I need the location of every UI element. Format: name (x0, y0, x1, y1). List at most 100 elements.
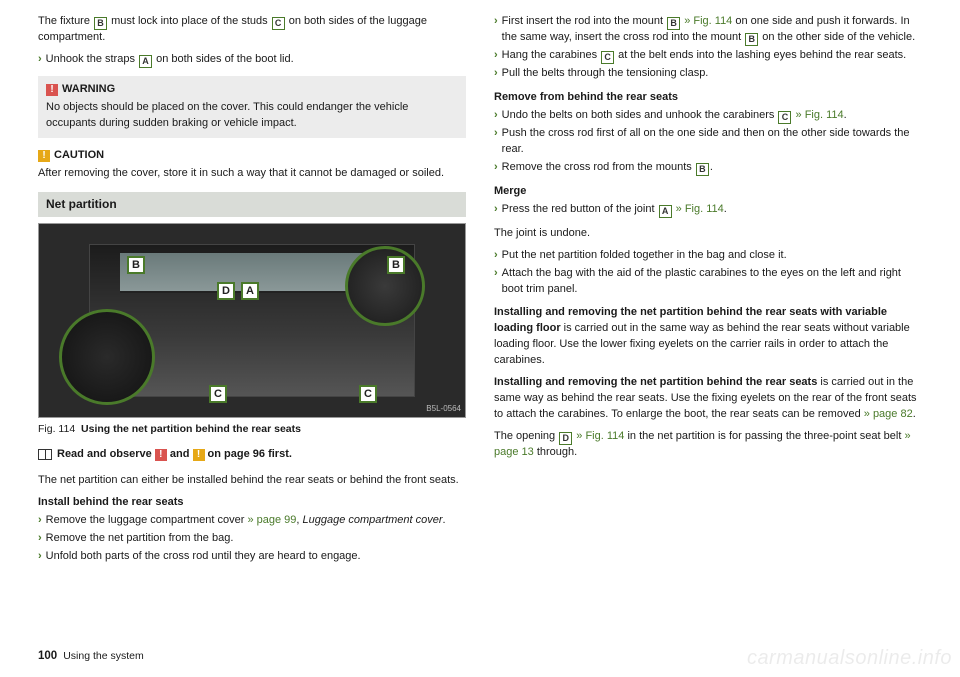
text: Press the red button of the joint (502, 203, 658, 215)
text: on the other side of the vehicle. (759, 31, 915, 43)
caution-icon: ! (193, 449, 205, 461)
caution-label: CAUTION (54, 148, 104, 164)
list-item: › First insert the rod into the mount B … (494, 14, 922, 46)
text: Hang the carabines C at the belt ends in… (502, 48, 907, 64)
chevron-icon: › (38, 549, 42, 565)
text: The opening (494, 430, 558, 442)
fig-detail-circle-right (345, 246, 425, 326)
page-number: 100 (38, 650, 57, 662)
warning-icon: ! (155, 449, 167, 461)
figure-link[interactable]: » Fig. 114 (573, 430, 624, 442)
text: must lock into place of the studs (108, 15, 271, 27)
label-a: A (139, 55, 152, 68)
bold-lead: Installing and removing the net partitio… (494, 376, 817, 388)
text: and (167, 448, 193, 460)
chevron-icon: › (38, 52, 42, 68)
text: Undo the belts on both sides and unhook … (502, 108, 847, 124)
subheading: Merge (494, 184, 922, 200)
figure-link[interactable]: » Fig. 114 (681, 15, 732, 27)
fig-title: Using the net partition behind the rear … (81, 423, 301, 435)
chevron-icon: › (494, 14, 498, 46)
list-item: › Pull the belts through the tensioning … (494, 66, 922, 82)
page-link[interactable]: » page 82 (864, 408, 913, 420)
text: . (844, 109, 847, 121)
label-b: B (696, 163, 709, 176)
text: through. (534, 446, 577, 458)
bullets: › Remove the luggage compartment cover »… (38, 513, 466, 565)
label-b: B (667, 17, 680, 30)
figure-link[interactable]: » Fig. 114 (673, 203, 724, 215)
bullets: › Undo the belts on both sides and unhoo… (494, 108, 922, 176)
text-italic: Luggage compartment cover (303, 514, 443, 526)
subheading: Install behind the rear seats (38, 495, 466, 511)
label-a: A (659, 205, 672, 218)
warning-text: No objects should be placed on the cover… (46, 100, 458, 132)
right-column: › First insert the rod into the mount B … (494, 14, 922, 573)
figure-caption: Fig. 114 Using the net partition behind … (38, 422, 466, 437)
section-header: Net partition (38, 192, 466, 217)
text: Remove the luggage compartment cover » p… (46, 513, 446, 529)
text: The fixture (38, 15, 93, 27)
body-text: The net partition can either be installe… (38, 473, 466, 489)
page-footer: 100 Using the system (38, 648, 144, 665)
watermark: carmanualsonline.info (747, 644, 952, 673)
text: Read and observe (57, 448, 155, 460)
left-column: The fixture B must lock into place of th… (38, 14, 466, 573)
label-d: D (559, 432, 572, 445)
body-text: The joint is undone. (494, 226, 922, 242)
fig-detail-circle-left (59, 309, 155, 405)
bullets: › Press the red button of the joint A » … (494, 202, 922, 218)
text: . (724, 203, 727, 215)
chevron-icon: › (494, 266, 498, 298)
chevron-icon: › (494, 126, 498, 158)
list-item: › Remove the net partition from the bag. (38, 531, 466, 547)
fig-label-a: A (241, 282, 259, 300)
text: Undo the belts on both sides and unhook … (502, 109, 778, 121)
text: Remove the net partition from the bag. (46, 531, 234, 547)
figure-link[interactable]: » Fig. 114 (792, 109, 843, 121)
list-item: › Hang the carabines C at the belt ends … (494, 48, 922, 64)
list-item: › Unhook the straps A on both sides of t… (38, 52, 466, 68)
caution-text: After removing the cover, store it in su… (38, 166, 466, 182)
chevron-icon: › (494, 66, 498, 82)
label-c: C (601, 51, 614, 64)
text: Read and observe ! and ! on page 96 firs… (57, 447, 292, 463)
chevron-icon: › (494, 248, 498, 264)
list-item: › Remove the cross rod from the mounts B… (494, 160, 922, 176)
text: Attach the bag with the aid of the plast… (502, 266, 922, 298)
label-c: C (778, 111, 791, 124)
fig-code: B5L-0564 (426, 403, 461, 415)
fig-label-b: B (127, 256, 145, 274)
list-item: › Unfold both parts of the cross rod unt… (38, 549, 466, 565)
text: Hang the carabines (502, 49, 600, 61)
list-item: › Push the cross rod first of all on the… (494, 126, 922, 158)
book-icon (38, 449, 52, 460)
page-link[interactable]: » page 99 (247, 514, 296, 526)
bullets: › First insert the rod into the mount B … (494, 14, 922, 82)
text: Push the cross rod first of all on the o… (502, 126, 922, 158)
chevron-icon: › (494, 108, 498, 124)
label-b: B (745, 33, 758, 46)
text: Pull the belts through the tensioning cl… (502, 66, 709, 82)
text: First insert the rod into the mount (502, 15, 666, 27)
label-b: B (94, 17, 107, 30)
label-c: C (272, 17, 285, 30)
fig-label-c: C (209, 385, 227, 403)
footer-text: Using the system (63, 650, 144, 662)
text: on page 96 first. (205, 448, 292, 460)
chevron-icon: › (38, 513, 42, 529)
text: . (443, 514, 446, 526)
text: Press the red button of the joint A » Fi… (502, 202, 727, 218)
text: Remove the luggage compartment cover (46, 514, 248, 526)
chevron-icon: › (38, 531, 42, 547)
subheading: Remove from behind the rear seats (494, 90, 922, 106)
warning-label: WARNING (62, 82, 115, 98)
intro-para: The fixture B must lock into place of th… (38, 14, 466, 46)
warning-icon: ! (46, 84, 58, 96)
text: Put the net partition folded together in… (502, 248, 787, 264)
bullets: › Unhook the straps A on both sides of t… (38, 52, 466, 68)
chevron-icon: › (494, 48, 498, 64)
text: at the belt ends into the lashing eyes b… (615, 49, 906, 61)
body-text: The opening D » Fig. 114 in the net part… (494, 429, 922, 461)
bullets: › Put the net partition folded together … (494, 248, 922, 298)
